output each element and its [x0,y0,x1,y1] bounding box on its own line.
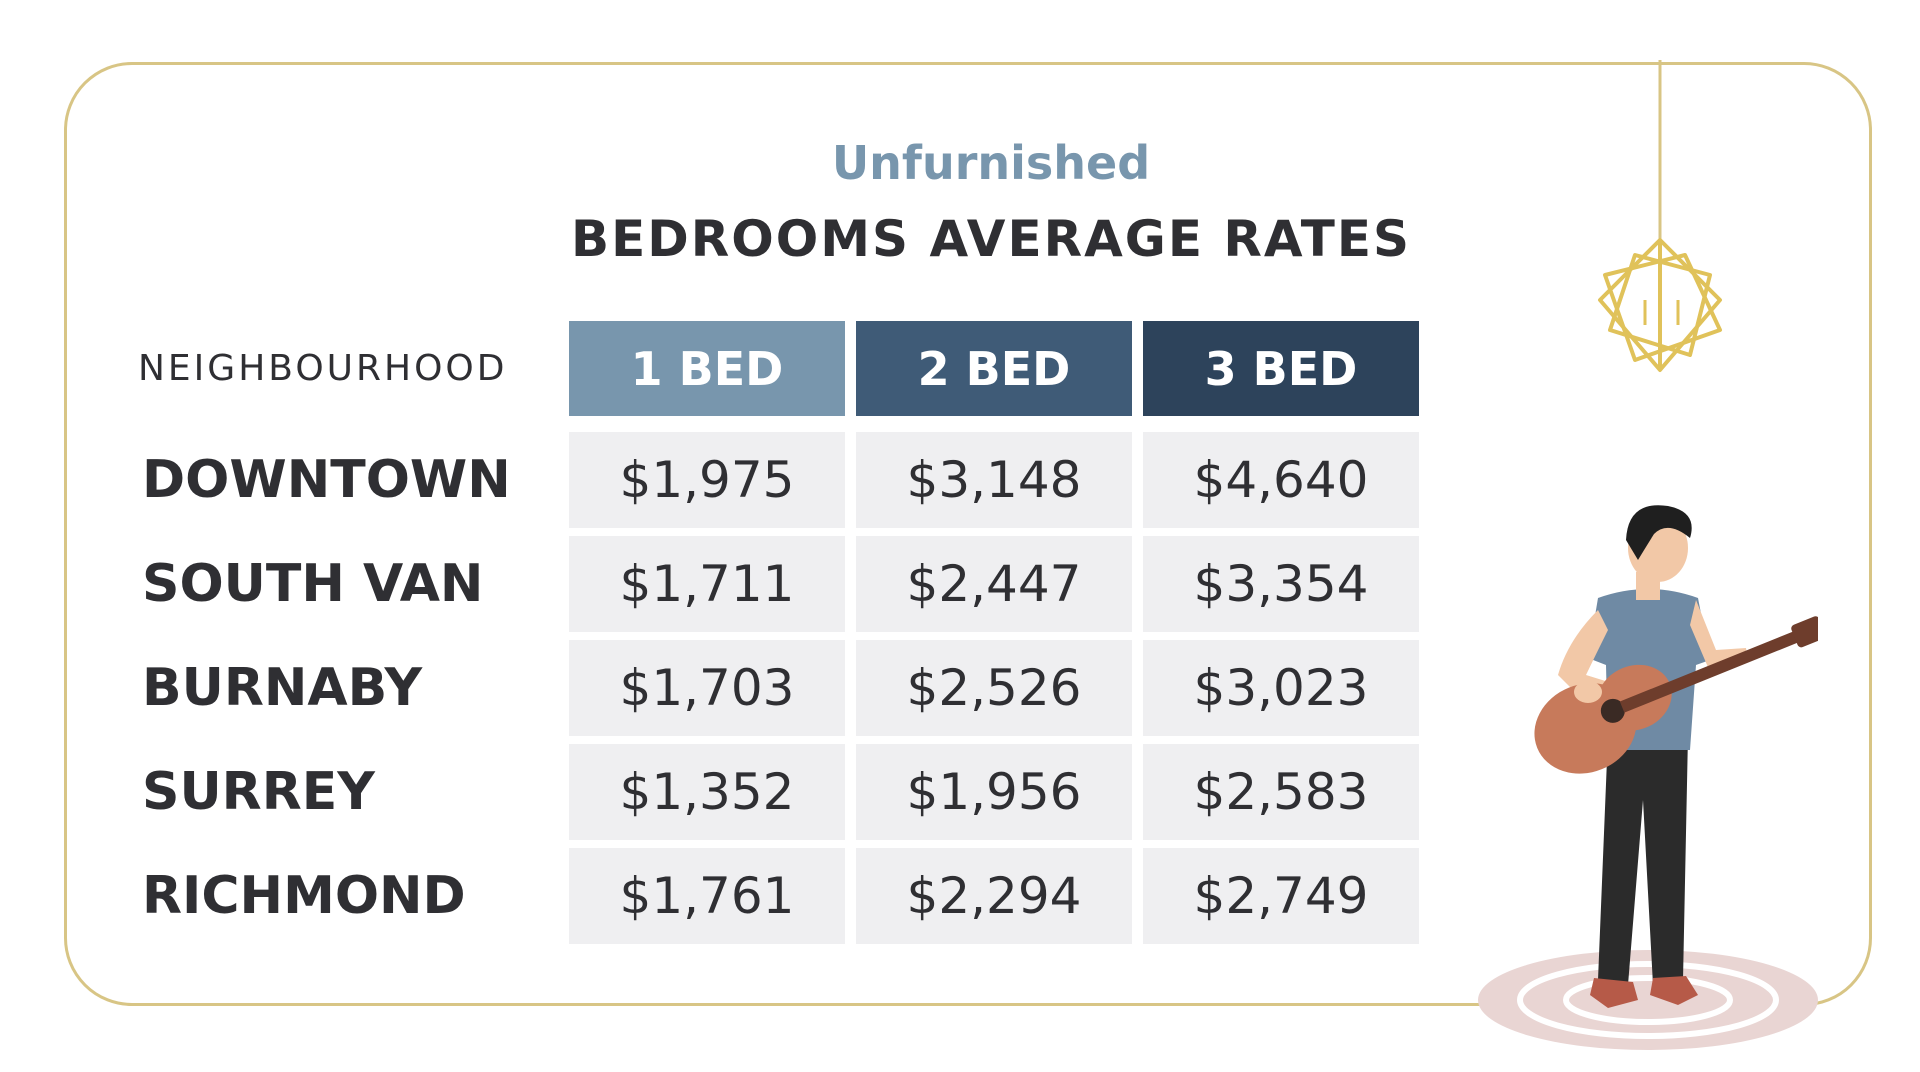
table-cell: $1,956 [856,744,1132,840]
guitar-player-illustration-icon [1478,505,1818,1050]
column-header-2: 2 BED [856,321,1132,416]
row-label: RICHMOND [142,866,466,926]
table-cell: $4,640 [1143,432,1419,528]
chart-subtitle: Unfurnished [831,136,1151,190]
table-cell: $3,023 [1143,640,1419,736]
table-cell: $2,749 [1143,848,1419,944]
column-header-3: 3 BED [1143,321,1419,416]
row-label: SOUTH VAN [142,554,484,614]
chart-title: BEDROOMS AVERAGE RATES [571,210,1411,268]
table-cell: $3,148 [856,432,1132,528]
row-label: BURNABY [142,658,423,718]
card-frame [64,62,1872,1006]
table-cell: $1,711 [569,536,845,632]
column-header-1: 1 BED [569,321,845,416]
table-cell: $1,975 [569,432,845,528]
table-cell: $2,294 [856,848,1132,944]
table-cell: $1,703 [569,640,845,736]
table-cell: $3,354 [1143,536,1419,632]
table-cell: $1,761 [569,848,845,944]
table-cell: $2,583 [1143,744,1419,840]
row-label: SURREY [142,762,375,822]
neighbourhood-column-label: NEIGHBOURHOOD [138,348,508,389]
table-cell: $2,526 [856,640,1132,736]
table-cell: $1,352 [569,744,845,840]
geometric-pendant-lamp-icon [1598,60,1722,372]
row-label: DOWNTOWN [142,450,511,510]
table-cell: $2,447 [856,536,1132,632]
